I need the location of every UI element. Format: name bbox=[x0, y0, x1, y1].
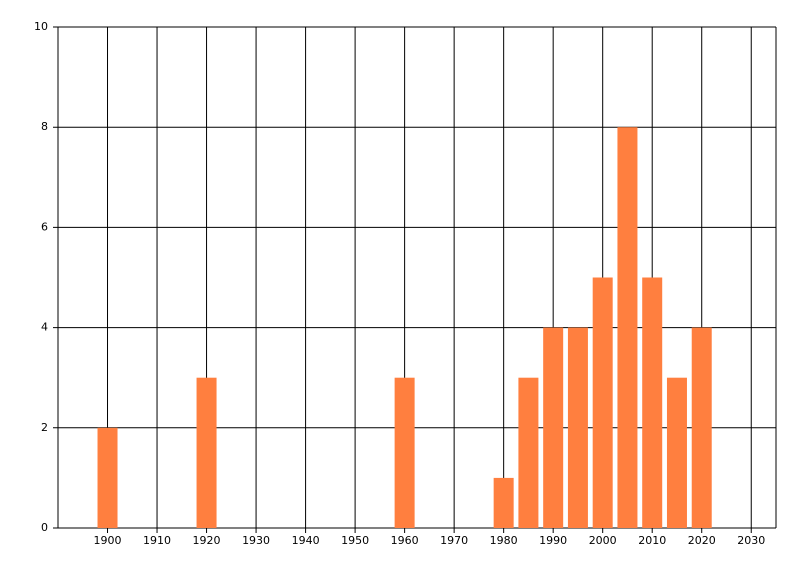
x-tick-label: 1960 bbox=[391, 534, 419, 547]
x-tick-label: 1970 bbox=[440, 534, 468, 547]
bar bbox=[567, 327, 588, 528]
bar bbox=[518, 377, 539, 528]
x-tick-label: 1940 bbox=[292, 534, 320, 547]
bar bbox=[196, 377, 217, 528]
bar bbox=[97, 427, 118, 528]
y-tick-label: 10 bbox=[34, 20, 48, 33]
bar bbox=[666, 377, 687, 528]
x-tick-label: 1920 bbox=[193, 534, 221, 547]
bar bbox=[394, 377, 415, 528]
x-tick-label: 1980 bbox=[490, 534, 518, 547]
x-tick-label: 2000 bbox=[589, 534, 617, 547]
bar bbox=[617, 127, 638, 528]
x-tick-label: 2010 bbox=[638, 534, 666, 547]
y-tick-label: 8 bbox=[41, 120, 48, 133]
x-tick-label: 2030 bbox=[737, 534, 765, 547]
x-tick-label: 2020 bbox=[688, 534, 716, 547]
bar bbox=[642, 277, 663, 528]
y-tick-label: 4 bbox=[41, 321, 48, 334]
x-tick-label: 1930 bbox=[242, 534, 270, 547]
bar bbox=[543, 327, 564, 528]
y-tick-label: 0 bbox=[41, 521, 48, 534]
x-tick-label: 1950 bbox=[341, 534, 369, 547]
y-tick-label: 2 bbox=[41, 421, 48, 434]
bar bbox=[592, 277, 613, 528]
bar bbox=[691, 327, 712, 528]
y-tick-label: 6 bbox=[41, 220, 48, 233]
x-tick-label: 1990 bbox=[539, 534, 567, 547]
x-tick-label: 1900 bbox=[94, 534, 122, 547]
x-tick-label: 1910 bbox=[143, 534, 171, 547]
bar bbox=[493, 477, 514, 528]
